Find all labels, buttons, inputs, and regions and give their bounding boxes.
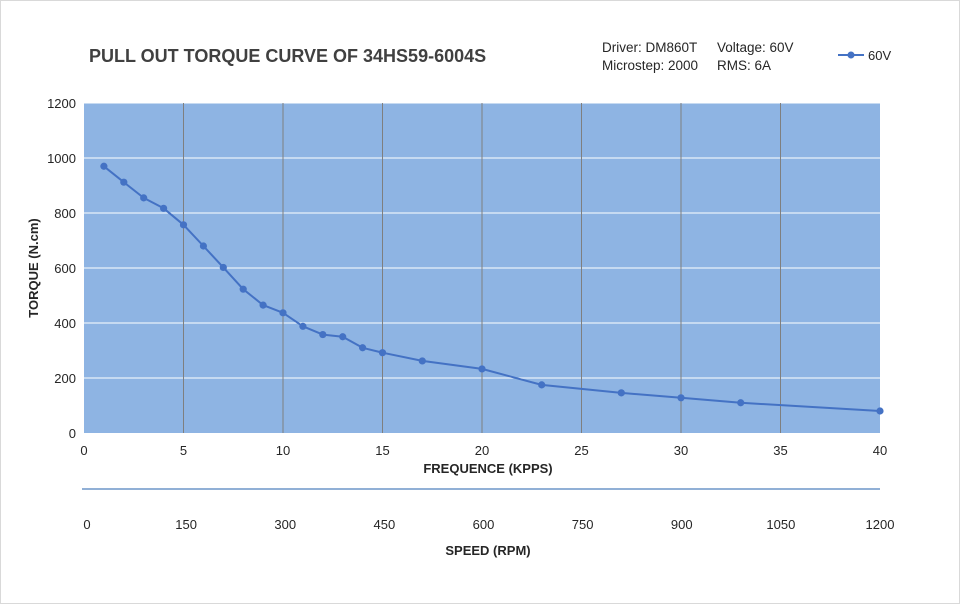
legend[interactable]: 60V xyxy=(838,48,891,63)
x-tick-label: 10 xyxy=(276,443,290,458)
data-point xyxy=(737,399,745,407)
data-point xyxy=(100,162,108,170)
secondary-tick-label: 600 xyxy=(473,517,495,532)
chart-title: PULL OUT TORQUE CURVE OF 34HS59-6004S xyxy=(89,46,486,66)
secondary-tick-label: 900 xyxy=(671,517,693,532)
data-point xyxy=(478,365,486,373)
data-point xyxy=(179,221,188,229)
driver-info: Driver: DM860T xyxy=(602,40,697,55)
secondary-tick-label: 750 xyxy=(572,517,594,532)
voltage-info: Voltage: 60V xyxy=(717,40,794,55)
legend-marker xyxy=(847,51,855,59)
x-tick-label: 15 xyxy=(375,443,389,458)
secondary-tick-label: 1050 xyxy=(766,517,795,532)
x-axis-title: FREQUENCE (KPPS) xyxy=(423,461,552,476)
data-point xyxy=(378,349,387,357)
data-point xyxy=(538,381,546,389)
secondary-tick-label: 1200 xyxy=(866,517,895,532)
rms-info: RMS: 6A xyxy=(717,58,771,73)
gridlines xyxy=(84,102,880,433)
y-tick-label: 400 xyxy=(54,316,76,331)
x-tick-label: 30 xyxy=(674,443,688,458)
x-tick-label: 35 xyxy=(773,443,787,458)
data-point xyxy=(876,407,884,415)
data-point xyxy=(339,333,347,341)
x-tick-label: 5 xyxy=(180,443,187,458)
data-point xyxy=(677,394,685,402)
y-tick-label: 800 xyxy=(54,206,76,221)
data-point xyxy=(199,242,207,250)
y-tick-label: 1200 xyxy=(47,96,76,111)
x-tick-label: 20 xyxy=(475,443,489,458)
y-tick-label: 600 xyxy=(54,261,76,276)
series-60v xyxy=(100,162,884,415)
data-point xyxy=(259,301,267,309)
data-point xyxy=(319,330,327,339)
data-point xyxy=(219,263,227,272)
data-point xyxy=(279,309,287,317)
y-tick-label: 1000 xyxy=(47,151,76,166)
x-tick-label: 0 xyxy=(80,443,87,458)
data-point xyxy=(239,285,247,293)
x-axis-ticks: 0 5 10 15 20 25 30 35 40 xyxy=(80,443,887,458)
secondary-tick-label: 300 xyxy=(274,517,296,532)
secondary-axis-ticks: 0 150 300 450 600 750 900 1050 1200 xyxy=(83,517,894,532)
x-tick-label: 25 xyxy=(574,443,588,458)
microstep-info: Microstep: 2000 xyxy=(602,58,698,73)
x-tick-label: 40 xyxy=(873,443,887,458)
series-line xyxy=(103,165,881,412)
y-axis-ticks: 0 200 400 600 800 1000 1200 xyxy=(47,96,76,441)
secondary-tick-label: 0 xyxy=(83,517,90,532)
secondary-tick-label: 150 xyxy=(175,517,197,532)
y-tick-label: 200 xyxy=(54,371,76,386)
data-point xyxy=(160,204,168,212)
secondary-tick-label: 450 xyxy=(374,517,396,532)
data-point xyxy=(418,357,426,365)
data-point xyxy=(140,194,148,202)
data-point xyxy=(359,344,367,352)
secondary-axis-title: SPEED (RPM) xyxy=(445,543,530,558)
data-point xyxy=(299,322,307,330)
data-point xyxy=(617,389,625,397)
y-axis-title: TORQUE (N.cm) xyxy=(26,218,41,317)
y-tick-label: 0 xyxy=(69,426,76,441)
legend-label-60v: 60V xyxy=(868,48,891,63)
data-point xyxy=(120,178,128,186)
